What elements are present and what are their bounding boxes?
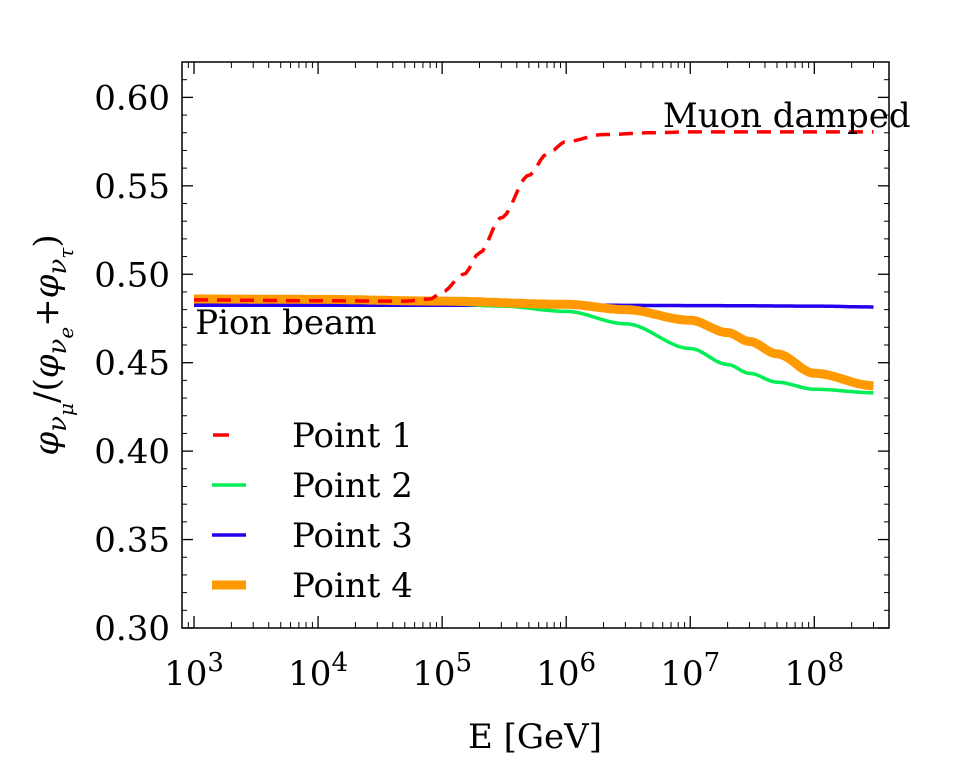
y-tick-label: 0.30: [94, 609, 170, 649]
x-tick-label: 105: [412, 648, 472, 694]
y-tick-label: 0.55: [94, 167, 170, 207]
major-ticks: [182, 62, 889, 629]
x-tick-label: 103: [164, 648, 224, 694]
legend-label-1: Point 1: [292, 416, 413, 456]
annotation-pion-beam: Pion beam: [195, 303, 376, 343]
x-tick-label: 108: [784, 648, 844, 694]
y-tick-label: 0.40: [94, 432, 170, 472]
x-tick-label: 106: [536, 648, 596, 694]
annotation-muon-damped: Muon damped: [663, 96, 911, 136]
series-lines: [192, 130, 875, 395]
x-tick-label: 107: [660, 648, 720, 694]
y-tick-label: 0.60: [94, 78, 170, 118]
series-line-point-1: [194, 130, 874, 303]
plot-frame: [181, 61, 890, 629]
y-tick-labels: 0.30 0.35 0.40 0.45 0.50 0.55 0.60: [94, 78, 170, 649]
legend: Point 1 Point 2 Point 3 Point 4: [212, 416, 413, 606]
legend-label-4: Point 4: [292, 566, 413, 606]
legend-label-3: Point 3: [292, 516, 413, 556]
annotations: Muon damped Pion beam: [195, 96, 910, 343]
y-axis-title: φνμ/(φνe+φντ): [27, 234, 78, 455]
x-tick-labels: 103 104 105 106 107 108: [164, 648, 844, 694]
y-tick-label: 0.50: [94, 255, 170, 295]
minor-ticks: [182, 62, 889, 628]
series-line-point-4: [192, 294, 875, 391]
y-tick-label: 0.35: [94, 521, 170, 561]
y-tick-label: 0.45: [94, 344, 170, 384]
legend-label-2: Point 2: [292, 466, 413, 506]
x-tick-label: 104: [288, 648, 348, 694]
x-axis-title: E [GeV]: [468, 717, 602, 757]
